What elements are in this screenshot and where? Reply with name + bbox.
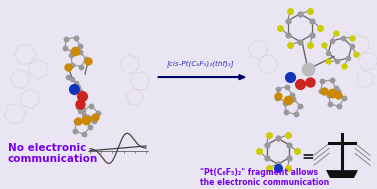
Text: [cis-Pt(C₆F₅)₂(thf)₂]: [cis-Pt(C₆F₅)₂(thf)₂] — [167, 60, 235, 67]
Text: No electronic: No electronic — [8, 143, 86, 153]
FancyArrow shape — [158, 75, 245, 80]
Polygon shape — [326, 170, 358, 178]
Text: "Pt(C₆F₅)₂" fragment allows: "Pt(C₆F₅)₂" fragment allows — [200, 168, 318, 177]
Text: communication: communication — [8, 154, 98, 164]
Text: the electronic communication: the electronic communication — [200, 178, 329, 187]
Text: =: = — [302, 149, 314, 164]
